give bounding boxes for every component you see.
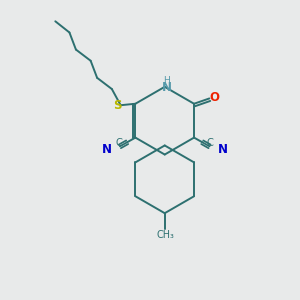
Text: N: N	[101, 143, 112, 157]
Text: N: N	[218, 143, 228, 157]
Text: S: S	[113, 99, 122, 112]
Text: CH₃: CH₃	[156, 230, 174, 240]
Text: H: H	[163, 76, 170, 85]
Text: C: C	[207, 138, 214, 148]
Text: N: N	[161, 82, 172, 94]
Text: C: C	[116, 138, 123, 148]
Text: O: O	[210, 92, 220, 104]
